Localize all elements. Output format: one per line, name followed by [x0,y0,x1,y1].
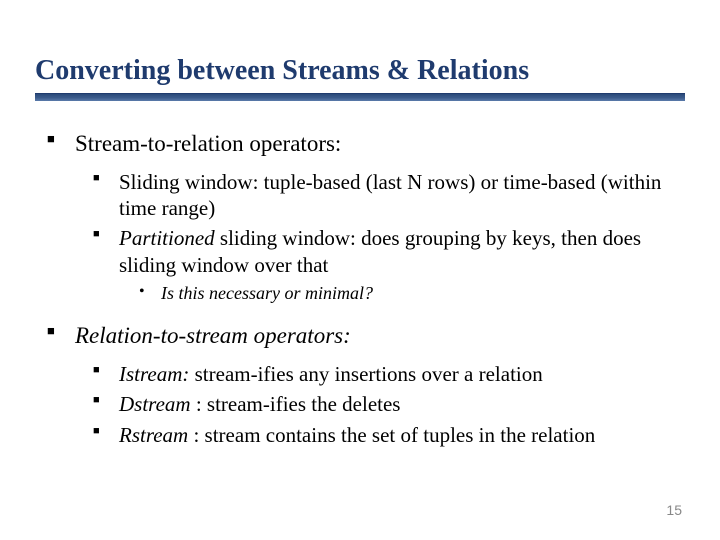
section-heading-1: Stream-to-relation operators: [47,129,685,159]
italic-term: Rstream [119,423,188,447]
title-underline [35,93,685,101]
slide-title: Converting between Streams & Relations [35,55,685,87]
sub-list-item: Is this necessary or minimal? [139,282,685,305]
item-text: : stream-ifies the deletes [191,392,401,416]
italic-term: Dstream [119,392,191,416]
slide-container: Converting between Streams & Relations S… [0,0,720,448]
item-text: : stream contains the set of tuples in t… [188,423,595,447]
list-item: Sliding window: tuple-based (last N rows… [93,169,685,222]
page-number: 15 [666,502,682,518]
content-body: Stream-to-relation operators: Sliding wi… [35,129,685,448]
list-item: Dstream : stream-ifies the deletes [93,391,685,417]
italic-term: Partitioned [119,226,215,250]
section-heading-2: Relation-to-stream operators: [47,321,685,351]
list-item: Partitioned sliding window: does groupin… [93,225,685,278]
spacer [35,311,685,321]
list-item: Rstream : stream contains the set of tup… [93,422,685,448]
list-item: Istream: stream-ifies any insertions ove… [93,361,685,387]
italic-term: Istream: [119,362,189,386]
item-text: stream-ifies any insertions over a relat… [189,362,542,386]
